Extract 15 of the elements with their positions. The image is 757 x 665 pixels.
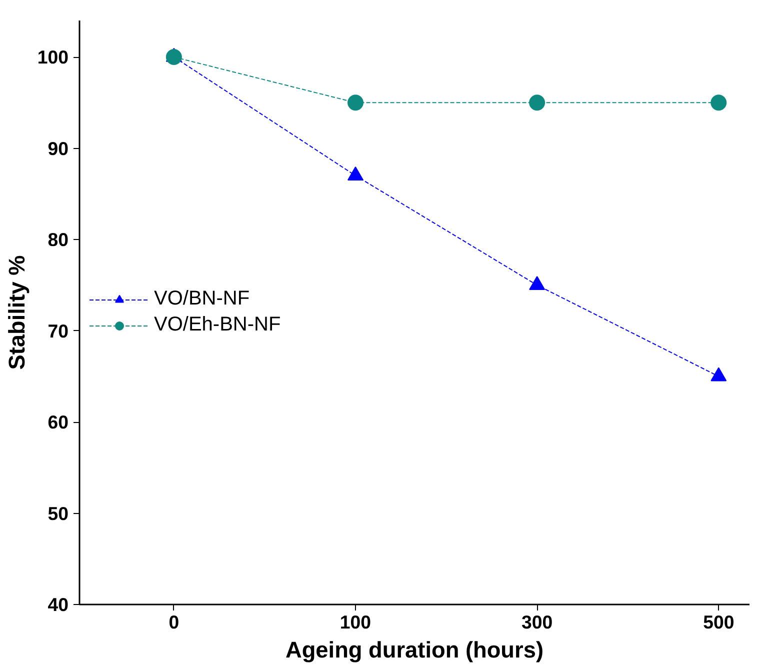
y-tick-label: 40 — [48, 594, 69, 615]
legend-label: VO/BN-NF — [154, 288, 250, 310]
y-tick-label: 90 — [48, 138, 69, 159]
x-tick-label: 500 — [703, 612, 734, 632]
y-tick-label: 100 — [37, 46, 69, 68]
x-tick-label: 300 — [521, 612, 553, 632]
y-tick-label: 50 — [48, 502, 69, 524]
y-tick-label: 80 — [48, 229, 69, 250]
x-axis-title: Ageing duration (hours) — [286, 636, 544, 662]
y-axis-title: Stability % — [3, 255, 30, 370]
y-tick-label: 70 — [48, 320, 69, 342]
x-tick-label: 100 — [340, 612, 372, 632]
x-tick-label: 0 — [168, 612, 180, 632]
legend-label: VO/Eh-BN-NF — [154, 314, 281, 336]
y-tick-label: 60 — [48, 412, 69, 432]
